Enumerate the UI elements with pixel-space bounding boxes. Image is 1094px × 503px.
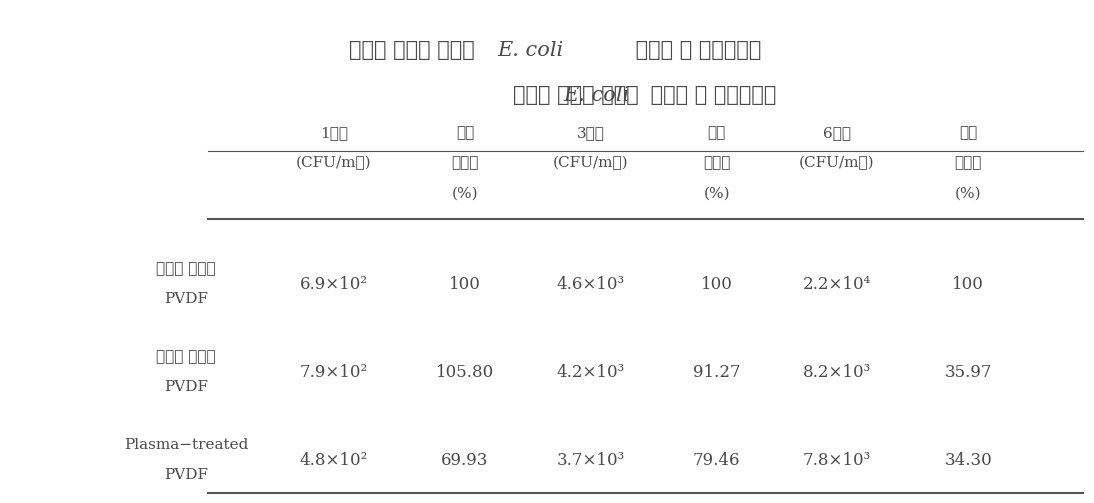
Text: 4.6×10³: 4.6×10³ <box>557 276 625 293</box>
Text: 7.9×10²: 7.9×10² <box>300 364 368 381</box>
Text: 2.2×10⁴: 2.2×10⁴ <box>803 276 871 293</box>
Text: 1시간: 1시간 <box>319 126 348 140</box>
Text: 6.9×10²: 6.9×10² <box>300 276 368 293</box>
Text: 상대: 상대 <box>456 126 474 140</box>
Text: (CFU/mℓ): (CFU/mℓ) <box>295 156 372 171</box>
Text: 3.7×10³: 3.7×10³ <box>557 452 625 469</box>
Text: 개체수 및 상대오염도: 개체수 및 상대오염도 <box>629 41 761 60</box>
Text: PVDF: PVDF <box>164 380 208 394</box>
Text: (CFU/mℓ): (CFU/mℓ) <box>552 156 629 171</box>
Text: 7.8×10³: 7.8×10³ <box>803 452 871 469</box>
Text: 상대: 상대 <box>959 126 977 140</box>
Text: 오염도: 오염도 <box>954 156 982 171</box>
Text: 100: 100 <box>449 276 481 293</box>
Text: 분리막 표면에 부상된: 분리막 표면에 부상된 <box>349 41 481 60</box>
Text: 79.46: 79.46 <box>693 452 741 469</box>
Text: (%): (%) <box>703 187 730 201</box>
Text: PVDF: PVDF <box>164 468 208 482</box>
Text: 35.97: 35.97 <box>944 364 992 381</box>
Text: 3시간: 3시간 <box>577 126 605 140</box>
Text: Plasma−treated: Plasma−treated <box>124 438 248 452</box>
Text: 100: 100 <box>700 276 733 293</box>
Text: 8.2×10³: 8.2×10³ <box>803 364 871 381</box>
Text: E. coli: E. coli <box>563 86 629 105</box>
Text: 오염도: 오염도 <box>451 156 479 171</box>
Text: 오염도: 오염도 <box>702 156 731 171</box>
Text: PVDF: PVDF <box>164 292 208 306</box>
Text: 상업용 소수성: 상업용 소수성 <box>156 350 216 364</box>
Text: 4.2×10³: 4.2×10³ <box>557 364 625 381</box>
Text: 상대: 상대 <box>708 126 725 140</box>
Text: 100: 100 <box>952 276 985 293</box>
Text: (%): (%) <box>452 187 478 201</box>
Text: 105.80: 105.80 <box>435 364 494 381</box>
Text: 4.8×10²: 4.8×10² <box>300 452 368 469</box>
Text: 개체수 및 상대오염도: 개체수 및 상대오염도 <box>644 86 777 105</box>
Text: (%): (%) <box>955 187 981 201</box>
Text: E. coli: E. coli <box>498 41 563 60</box>
Text: 69.93: 69.93 <box>441 452 489 469</box>
Text: 상업용 친수성: 상업용 친수성 <box>156 262 216 276</box>
Text: 34.30: 34.30 <box>944 452 992 469</box>
Text: (CFU/mℓ): (CFU/mℓ) <box>799 156 875 171</box>
Text: 91.27: 91.27 <box>693 364 741 381</box>
Text: 분리막 표면에 부착된: 분리막 표면에 부착된 <box>513 86 645 105</box>
Text: 6시간: 6시간 <box>823 126 851 140</box>
